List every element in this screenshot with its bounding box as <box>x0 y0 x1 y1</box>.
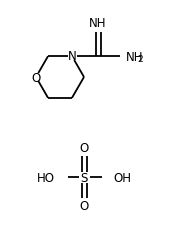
Text: S: S <box>80 171 88 184</box>
Text: N: N <box>68 50 76 62</box>
Text: 2: 2 <box>137 55 143 64</box>
Text: HO: HO <box>37 171 55 184</box>
Text: O: O <box>31 71 41 84</box>
Text: NH: NH <box>126 50 143 64</box>
Text: OH: OH <box>113 171 131 184</box>
Text: O: O <box>79 142 89 155</box>
Text: NH: NH <box>89 17 107 30</box>
Text: O: O <box>79 200 89 213</box>
